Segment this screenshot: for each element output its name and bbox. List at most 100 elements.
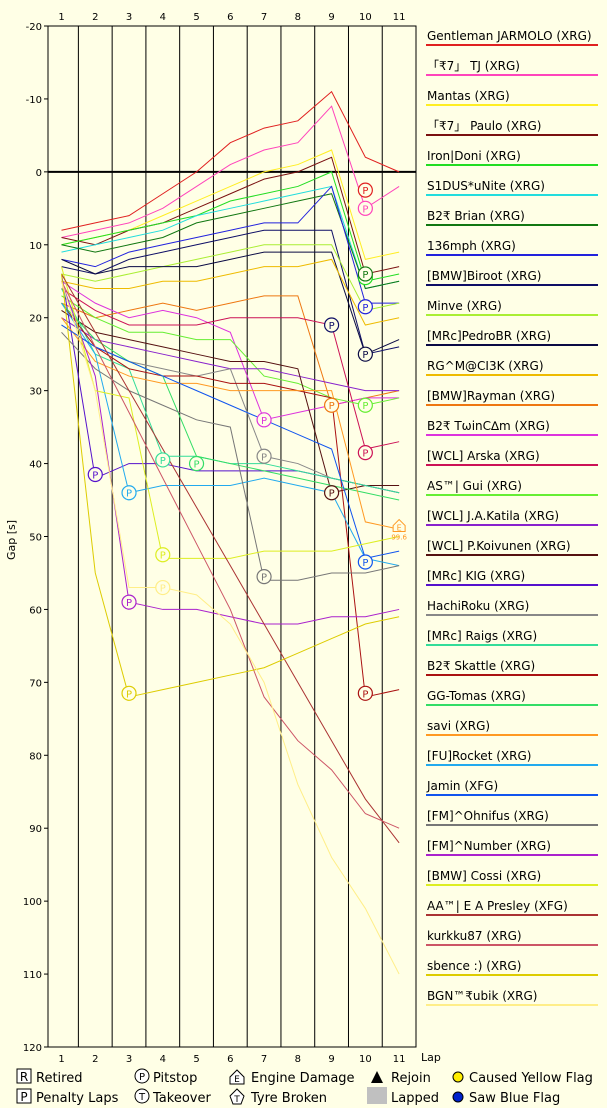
pitstop-marker-label: P <box>362 303 368 314</box>
legend-entry-label: [MRc]PedroBR (XRG) <box>427 329 551 343</box>
legend-entry-label: Jamin (XFG) <box>426 779 498 793</box>
y-tick-label: 30 <box>29 387 42 398</box>
x-tick-bottom-label: 10 <box>359 1054 372 1065</box>
pitstop-marker-label: P <box>126 489 132 500</box>
pitstop-marker <box>357 346 373 362</box>
pitstop-marker-label: P <box>160 456 166 467</box>
pitstop-marker-label: P <box>362 558 368 569</box>
pitstop-marker-label: P <box>261 416 267 427</box>
pitstop-marker <box>121 685 137 701</box>
x-tick-top-label: 6 <box>227 12 233 23</box>
x-tick-bottom-label: 8 <box>295 1054 301 1065</box>
key-tyre-broken: T Tyre Broken <box>229 1088 327 1106</box>
key-takeover: T Takeover <box>134 1088 211 1106</box>
x-tick-top-label: 10 <box>359 12 372 23</box>
series-line <box>61 295 400 406</box>
series-line <box>61 302 400 698</box>
key-penalty-label: Penalty Laps <box>36 1091 119 1106</box>
x-axis-label: Lap <box>421 1051 441 1064</box>
series-line <box>61 281 400 829</box>
pitstop-marker-label: P <box>329 489 335 500</box>
blue-flag-icon <box>452 1091 464 1103</box>
key-pitstop-label: Pitstop <box>153 1071 197 1086</box>
rejoin-icon <box>371 1071 383 1083</box>
series-line <box>61 171 400 282</box>
pitstop-marker-label: P <box>92 471 98 482</box>
y-ticks: -20 -10 0 10 20 30 40 50 60 70 80 90 100 110 120 <box>23 22 48 1054</box>
legend-entry-label: 「₹7」 TJ (XRG) <box>427 59 520 73</box>
series-lines <box>61 90 400 975</box>
legend-entry-label: [BMW]Rayman (XRG) <box>427 389 555 403</box>
key-tyre-broken-label: Tyre Broken <box>250 1091 327 1106</box>
series-line <box>61 244 400 311</box>
y-tick-label: 70 <box>29 678 42 689</box>
series-line <box>61 324 400 559</box>
series-line <box>61 288 400 450</box>
pitstop-marker <box>256 412 272 428</box>
series-line <box>61 229 400 355</box>
series-line <box>61 310 400 494</box>
legend-entry-label: B2₹ TωinC∆m (XRG) <box>427 419 550 433</box>
series-line <box>61 273 400 698</box>
retired-icon: R <box>20 1070 28 1084</box>
pitstop-marker-label: P <box>362 186 368 197</box>
y-tick-label: 120 <box>23 1043 42 1054</box>
y-tick-label: 10 <box>29 241 42 252</box>
legend-entry-label: BGN™₹ubik (XRG) <box>427 989 537 1003</box>
legend-entry-label: [BMW] Cossi (XRG) <box>427 869 541 883</box>
legend-entry-label: Iron|Doni (XRG) <box>427 149 521 163</box>
x-tick-bottom-label: 6 <box>227 1054 233 1065</box>
pitstop-icon: P <box>139 1072 145 1083</box>
engine-damage-time: 99.6 <box>391 534 407 542</box>
symbol-key: R Retired P Penalty Laps P Pitstop T Tak… <box>16 1068 593 1106</box>
pitstop-marker <box>357 397 373 413</box>
legend-entry-label: AS™| Gui (XRG) <box>427 479 522 493</box>
legend-entry-label: [MRc] Raigs (XRG) <box>427 629 537 643</box>
series-line <box>61 280 400 421</box>
x-tick-bottom-label: 7 <box>261 1054 267 1065</box>
pitstop-marker <box>357 299 373 315</box>
pitstop-marker <box>155 579 171 596</box>
key-blue-flag-label: Saw Blue Flag <box>469 1091 560 1106</box>
key-penalty: P Penalty Laps <box>16 1088 119 1106</box>
legend-entry-label: GG-Tomas (XRG) <box>427 689 526 703</box>
yellow-flag-icon <box>452 1071 464 1083</box>
y-axis-label: Gap [s] <box>5 520 18 560</box>
pitstop-marker-label: P <box>362 689 368 700</box>
pitstop-marker-label: P <box>329 401 335 412</box>
pitstop-marker <box>357 685 373 701</box>
legend-entry-label: [FM]^Ohnifus (XRG) <box>427 809 549 823</box>
key-rejoin: Rejoin <box>371 1071 431 1086</box>
engine-damage-marker-label: E <box>397 524 402 533</box>
legend: Gentleman JARMOLO (XRG) 「₹7」 TJ (XRG) Mant… <box>426 29 598 1006</box>
pitstop-marker <box>121 485 137 501</box>
pitstop-marker-label: P <box>362 350 368 361</box>
legend-entry-label: Gentleman JARMOLO (XRG) <box>427 29 592 43</box>
legend-entry-label: RG^M@CI3K (XRG) <box>427 359 544 373</box>
key-lapped-label: Lapped <box>391 1091 439 1106</box>
pitstop-marker <box>188 455 205 472</box>
y-tick-label: 90 <box>29 824 42 835</box>
pitstop-marker-label: P <box>126 689 132 700</box>
pitstop-marker <box>357 266 373 282</box>
legend-entry-label: 「₹7」 Paulo (XRG) <box>427 119 541 133</box>
key-blue-flag: Saw Blue Flag <box>452 1091 560 1106</box>
key-yellow-flag-label: Caused Yellow Flag <box>469 1071 593 1086</box>
legend-entry-label: savi (XRG) <box>427 719 490 733</box>
y-tick-label: 20 <box>29 314 42 325</box>
legend-entry-label: HachiRoku (XRG) <box>427 599 529 613</box>
legend-entry-label: [BMW]Biroot (XRG) <box>427 269 541 283</box>
pitstop-marker-label: P <box>194 460 200 471</box>
y-tick-label: 100 <box>23 897 42 908</box>
key-takeover-label: Takeover <box>152 1091 211 1106</box>
key-engine-damage: E Engine Damage <box>229 1069 355 1086</box>
y-tick-label: 50 <box>29 533 42 544</box>
pitstop-marker <box>155 547 171 563</box>
pitstop-marker-label: P <box>329 321 335 332</box>
series-line <box>61 90 400 231</box>
x-tick-bottom-label: 3 <box>126 1054 132 1065</box>
pitstop-marker <box>256 448 272 464</box>
series-line <box>61 273 400 844</box>
